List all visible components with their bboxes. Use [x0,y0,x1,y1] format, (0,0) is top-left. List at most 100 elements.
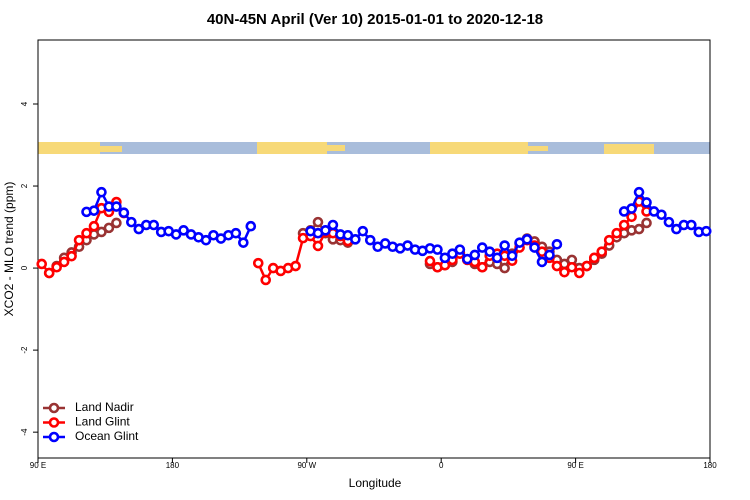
y-tick-label: 0 [20,265,29,270]
x-axis-label: Longitude [349,476,402,490]
data-point [536,256,548,268]
data-point [484,246,496,257]
data-point [118,207,130,218]
legend-label: Land Nadir [75,400,134,414]
data-point [491,252,503,264]
data-point [73,234,85,246]
data-point [611,227,622,239]
y-axis-label: XCO2 - MLO trend (ppm) [2,182,16,317]
data-point [230,227,242,239]
data-point [686,219,697,231]
legend-label: Ocean Glint [75,429,139,443]
data-point [544,249,555,261]
data-point [357,225,369,237]
y-tick-label: -4 [20,428,29,436]
data-point [581,260,593,272]
data-point [521,234,533,245]
data-point [551,238,563,250]
y-tick-label: -2 [20,346,29,354]
data-point [424,255,436,267]
data-point [58,256,70,268]
legend-label: Land Glint [75,415,130,429]
data-point [200,234,212,246]
data-point [596,246,608,257]
data-point [588,252,600,264]
data-point [36,258,48,270]
data-point [312,216,324,228]
data-point [88,205,100,216]
data-point [103,222,115,234]
data-point [320,225,331,236]
data-point [574,267,585,279]
legend-marker [48,431,60,443]
data-point [126,216,137,228]
x-tick-label: 180 [166,461,180,470]
data-point [96,186,107,198]
y-tick-label: 4 [20,101,29,106]
data-point [350,234,361,245]
data-point [402,240,413,251]
plot-frame [37,39,711,459]
data-point [476,242,488,253]
data-point [327,219,339,231]
data-point [469,249,481,261]
data-point [133,223,145,235]
data-point [671,223,682,235]
data-point [499,262,510,274]
data-point [499,240,510,251]
data-point [81,227,92,239]
data-point [170,229,182,240]
data-point [111,201,122,212]
data-point [603,234,615,246]
data-point [700,225,712,237]
chart-title: 40N-45N April (Ver 10) 2015-01-01 to 202… [207,11,543,28]
data-point [312,240,324,252]
data-point [245,220,257,232]
data-point [148,219,160,231]
data-point [439,252,451,264]
data-point [462,253,473,265]
data-point [238,237,249,248]
data-point [178,225,189,236]
data-point [656,209,667,221]
land-mask-band [38,142,710,154]
x-tick-label: 180 [703,461,717,470]
data-point [566,261,578,273]
data-point [626,211,637,223]
data-point [364,234,376,246]
data-point [66,250,77,262]
data-point [506,250,518,262]
data-point [476,261,488,273]
data-point [88,220,100,232]
data-point [43,267,55,279]
data-point [342,229,354,241]
data-point [641,217,652,229]
legend-marker [48,417,60,428]
x-tick-label: 90 E [30,461,46,470]
data-point [633,186,645,198]
data-point [447,248,458,260]
data-point [618,219,630,231]
data-point [260,274,272,286]
data-point [626,203,637,214]
y-tick-label: 2 [20,183,29,188]
data-point [559,266,570,278]
data-point [432,244,443,255]
data-point [111,217,122,229]
data-point [529,242,540,253]
legend-marker [48,402,60,414]
data-point [633,223,645,235]
x-tick-label: 90 W [297,461,316,470]
x-tick-label: 90 E [567,461,583,470]
data-point [641,197,652,208]
x-tick-label: 0 [439,461,444,470]
data-point [252,257,264,269]
data-point [290,260,301,272]
data-point [454,244,466,255]
data-point [551,260,563,272]
data-point [663,216,675,228]
data-point [51,261,62,273]
data-point [96,226,107,238]
